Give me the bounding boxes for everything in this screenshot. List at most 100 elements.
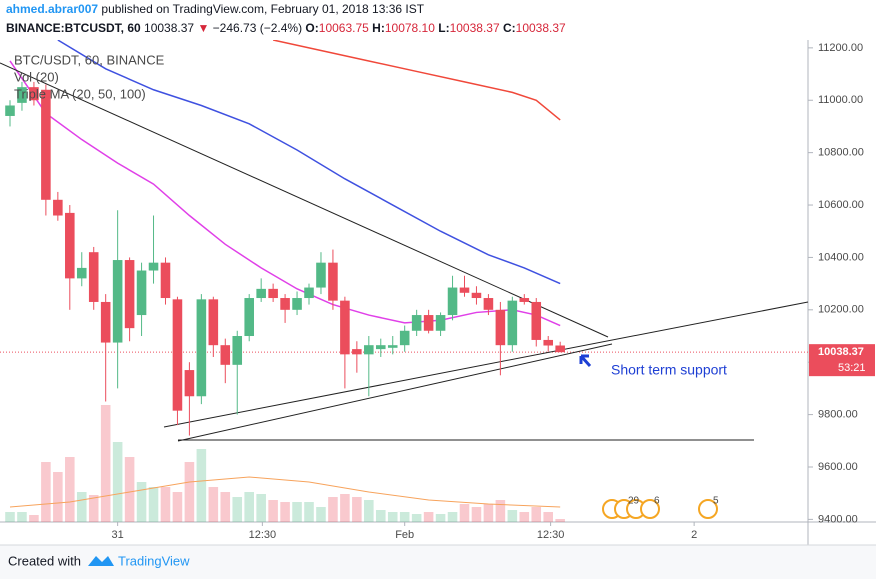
candle-body [483,298,494,310]
candle-body [148,262,159,271]
legend-item: BTC/USDT, 60, BINANCE [14,52,165,67]
candle-body [41,89,51,200]
volume-bar [364,500,374,522]
volume-bar [100,405,111,522]
axes: 9400.009600.009800.0010000.0010200.00104… [112,42,864,541]
volume-bar [88,495,99,522]
trend-line [177,343,613,442]
candle-body [53,199,63,216]
event-count[interactable]: 29 [628,496,640,507]
candle-body [112,260,123,343]
candle-body [65,212,75,279]
volume-bar [411,514,422,522]
price-badge [809,344,875,377]
candle-body [196,299,207,397]
event-count[interactable]: 5 [713,496,719,507]
annotation: Short term support [611,362,727,378]
volume-bar [352,497,362,522]
candle-body [531,301,542,340]
volume-bar [65,457,75,522]
volume-bar [160,487,171,522]
author[interactable]: ahmed.abrar007 [6,2,98,16]
candle-body [220,345,231,365]
volume-bar [304,502,314,522]
volume-bar [136,482,147,522]
volume-layer [5,405,565,522]
candle-body [555,345,565,353]
candle-body [519,298,530,302]
candle-body [364,345,374,355]
o-value: 10063.75 [319,21,369,35]
event-icon [640,499,660,519]
volume-bar [148,487,159,522]
candle-body [292,298,302,310]
ma-line [57,40,561,285]
l-label: L: [438,21,449,35]
volume-bar [76,492,87,522]
candle-body [172,299,183,411]
y-tick-label: 9400.00 [818,513,858,525]
candle-body [100,301,111,343]
y-tick-label: 11000.00 [818,94,863,106]
volume-bar [280,502,290,522]
candle-body [495,309,506,346]
candle-body [268,288,278,299]
h-label: H: [372,21,385,35]
footer-text: Created with [8,553,81,568]
candle-body [435,315,446,331]
volume-bar [17,512,27,522]
volume-bar [423,512,434,522]
legend-item: Triple MA (20, 50, 100) [14,86,146,101]
y-tick-label: 10600.00 [818,199,864,211]
candle-body [160,262,171,299]
header-line1: ahmed.abrar007 published on TradingView.… [6,2,425,16]
volume-bar [112,442,123,522]
volume-bar [232,497,243,522]
candle-body [5,105,15,116]
volume-bar [507,510,518,522]
volume-bar [292,502,302,522]
c-label: C: [503,21,516,35]
event-count[interactable]: 6 [654,496,660,507]
drawings [0,62,809,442]
candle-body [459,287,470,293]
candle-body [17,87,27,103]
event-icons: 29 6 5 [602,496,719,519]
volume-bar [244,492,254,522]
candle-body [328,262,338,301]
candle-body [208,299,219,346]
volume-bar [531,507,542,522]
candle-body [184,370,195,397]
candle-body [447,287,458,316]
candle-body [352,349,362,355]
x-tick-label: 2 [691,529,697,541]
volume-bar [29,515,39,522]
published: published on TradingView.com, February 0… [101,2,424,16]
volume-bar [124,457,135,522]
footer-brand[interactable]: TradingView [118,553,190,568]
volume-bar [196,449,207,522]
candle-body [304,287,314,299]
legend-item: Vol (20) [14,69,59,84]
candle-layer [5,81,565,436]
volume-bar [555,519,565,522]
volume-bar [471,507,482,522]
candle-body [136,270,147,316]
volume-bar [208,487,219,522]
volume-bar [5,512,15,522]
volume-bar [399,512,410,522]
volume-bar [483,504,494,522]
volume-bar [340,494,350,522]
arrow: ▼ [197,21,209,35]
volume-bar [316,507,326,522]
symbol: BINANCE:BTCUSDT, 60 [6,21,141,35]
x-tick-label: 31 [112,529,124,541]
candle-body [471,292,482,299]
volume-bar [435,514,446,522]
volume-bar [387,512,398,522]
candle-body [124,260,135,329]
candle-body [29,87,39,101]
volume-bar [41,462,51,522]
volume-bar [519,512,530,522]
